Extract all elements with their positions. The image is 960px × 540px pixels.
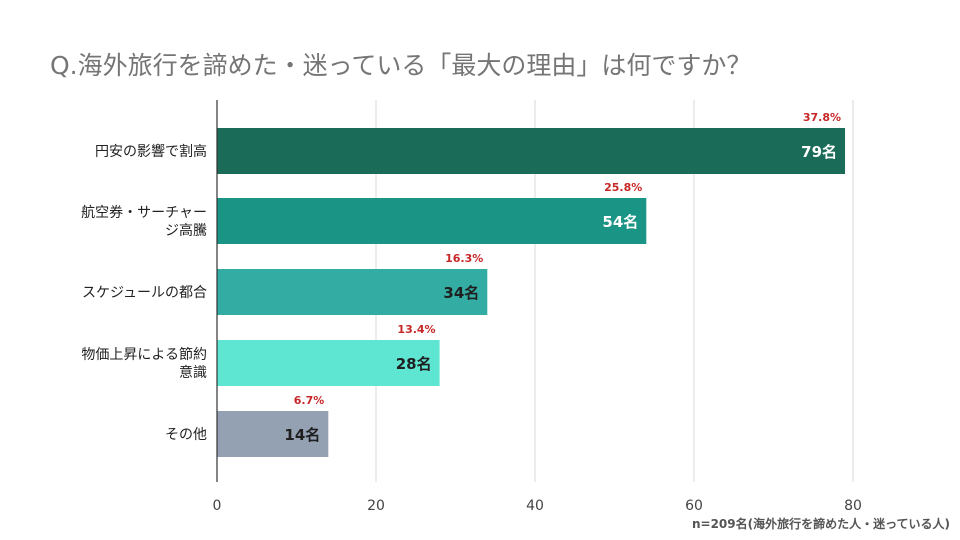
- labels: 79名 37.8% 円安の影響で割高 54名 25.8% 航空券・サーチャージ高騰 34名 1…: [81, 111, 841, 444]
- x-axis: 0 20 40 60 80: [213, 100, 862, 514]
- bar-value-label: 79名: [801, 143, 837, 161]
- category-label-line: 意識: [179, 364, 207, 381]
- bar-value-label: 28名: [396, 355, 432, 373]
- category-label-line: 円安の影響で割高: [95, 143, 207, 160]
- category-label: 円安の影響で割高: [95, 143, 207, 160]
- x-tick-label: 60: [685, 498, 703, 514]
- bar: [217, 198, 647, 244]
- bar-value-label: 14名: [284, 426, 320, 444]
- category-label: 物価上昇による節約意識: [81, 346, 207, 381]
- category-label-line: スケジュールの都合: [82, 285, 207, 301]
- x-tick-label: 80: [844, 498, 862, 514]
- chart-title: Q.海外旅行を諦めた・迷っている「最大の理由」は何ですか？: [50, 51, 752, 80]
- category-label: 航空券・サーチャージ高騰: [81, 205, 207, 239]
- bar-value-label: 54名: [602, 213, 638, 231]
- category-label: スケジュールの都合: [82, 285, 207, 301]
- bars: [217, 128, 846, 457]
- bar: [217, 340, 440, 386]
- bar: [217, 128, 846, 174]
- bar-value-label: 34名: [443, 284, 479, 302]
- x-tick-label: 40: [526, 498, 544, 514]
- sample-size-note: n=209名(海外旅行を諦めた人・迷っている人): [691, 517, 950, 531]
- bar-percent-label: 16.3%: [445, 252, 483, 265]
- category-label: その他: [165, 427, 207, 443]
- bar: [217, 411, 329, 457]
- bar-percent-label: 25.8%: [604, 181, 642, 194]
- category-label-line: その他: [165, 427, 207, 443]
- bar-percent-label: 37.8%: [803, 111, 841, 124]
- category-label-line: 航空券・サーチャー: [81, 205, 207, 221]
- category-label-line: 物価上昇による節約: [81, 346, 207, 363]
- x-tick-label: 0: [213, 498, 222, 514]
- bar-percent-label: 6.7%: [294, 394, 325, 407]
- x-tick-label: 20: [367, 498, 385, 514]
- bar-percent-label: 13.4%: [397, 323, 435, 336]
- category-label-line: ジ高騰: [165, 222, 207, 239]
- bar: [217, 269, 488, 315]
